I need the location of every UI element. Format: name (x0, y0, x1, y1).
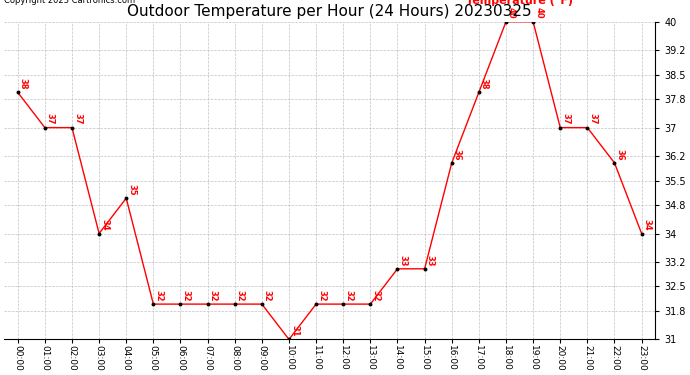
Text: 35: 35 (127, 184, 137, 195)
Point (202, 301, 213, 307)
Text: 32: 32 (263, 290, 272, 302)
Text: 40: 40 (507, 8, 516, 19)
Text: 31: 31 (290, 325, 299, 337)
Point (39, 124, 50, 130)
Point (528, 19, 539, 25)
Text: 33: 33 (399, 255, 408, 266)
Text: 32: 32 (344, 290, 353, 302)
Point (12, 89, 23, 95)
Point (337, 301, 348, 307)
Text: 37: 37 (46, 113, 55, 125)
Point (636, 231, 647, 237)
Point (229, 301, 240, 307)
Point (419, 266, 430, 272)
Text: Temperature (°F): Temperature (°F) (466, 0, 573, 6)
Point (284, 336, 295, 342)
Point (365, 301, 376, 307)
Point (609, 160, 620, 166)
Text: 40: 40 (534, 8, 543, 19)
Text: 38: 38 (19, 78, 28, 90)
Text: 32: 32 (208, 290, 217, 302)
Text: 36: 36 (615, 148, 624, 160)
Text: 34: 34 (642, 219, 651, 231)
Text: 34: 34 (100, 219, 109, 231)
Text: 38: 38 (480, 78, 489, 90)
Point (94, 231, 105, 237)
Point (175, 301, 186, 307)
Point (66, 124, 77, 130)
Text: 37: 37 (561, 113, 571, 125)
Text: 32: 32 (181, 290, 190, 302)
Point (582, 124, 593, 130)
Point (473, 89, 484, 95)
Text: 32: 32 (236, 290, 245, 302)
Text: Copyright 2023 Cartronics.com: Copyright 2023 Cartronics.com (4, 0, 135, 5)
Point (392, 266, 403, 272)
Text: 37: 37 (73, 113, 82, 125)
Point (446, 160, 457, 166)
Title: Outdoor Temperature per Hour (24 Hours) 20230325: Outdoor Temperature per Hour (24 Hours) … (128, 4, 532, 19)
Point (257, 301, 268, 307)
Point (310, 301, 322, 307)
Text: 32: 32 (155, 290, 164, 302)
Point (121, 195, 132, 201)
Text: 33: 33 (426, 255, 435, 266)
Point (555, 124, 566, 130)
Text: 32: 32 (317, 290, 326, 302)
Point (148, 301, 159, 307)
Point (500, 19, 511, 25)
Text: 36: 36 (453, 148, 462, 160)
Text: 37: 37 (589, 113, 598, 125)
Text: 32: 32 (371, 290, 380, 302)
